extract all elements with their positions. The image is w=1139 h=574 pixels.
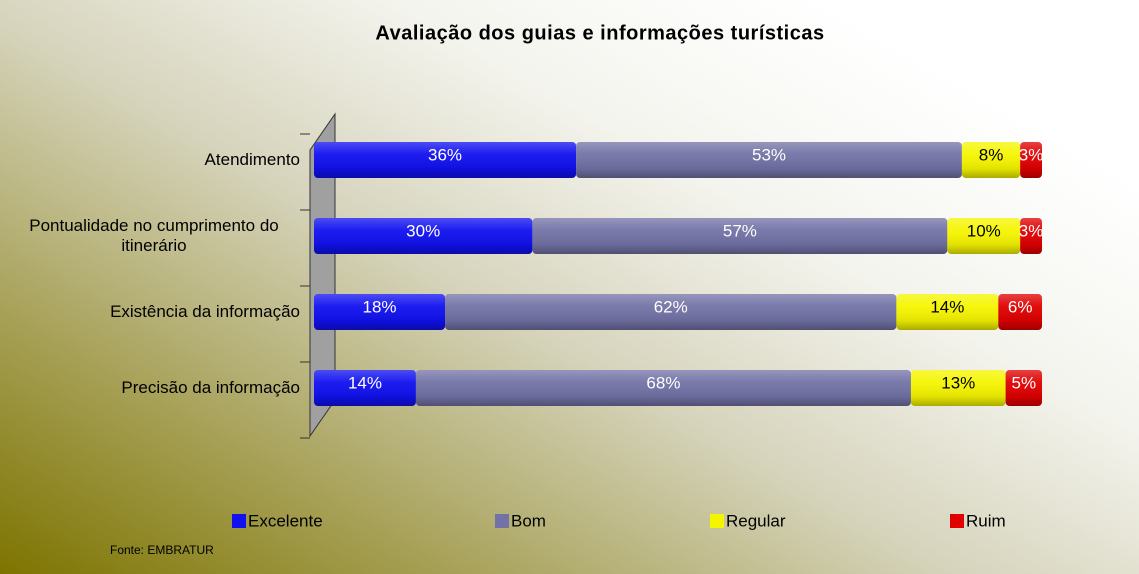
bar-shade — [314, 370, 416, 406]
value-label: 57% — [723, 221, 757, 240]
source-note: Fonte: EMBRATUR — [110, 543, 214, 557]
legend-swatch — [710, 514, 724, 528]
value-label: 3% — [1019, 145, 1044, 164]
bar-shade — [445, 294, 897, 330]
bar-shade — [947, 218, 1021, 254]
value-label: 30% — [406, 221, 440, 240]
legend-swatch — [950, 514, 964, 528]
bar-shade — [314, 218, 533, 254]
category-text: Existência da informação — [110, 302, 300, 321]
category-text: Atendimento — [204, 150, 300, 169]
bar-shade — [961, 142, 1021, 178]
value-label: 3% — [1019, 221, 1044, 240]
bar-shade — [896, 294, 999, 330]
bar-shade — [532, 218, 948, 254]
value-label: 13% — [941, 373, 975, 392]
value-label: 18% — [363, 297, 397, 316]
value-label: 62% — [654, 297, 688, 316]
value-label: 10% — [967, 221, 1001, 240]
legend-label: Bom — [511, 511, 546, 530]
bar-shade — [1020, 142, 1042, 178]
legend-label: Ruim — [966, 511, 1006, 530]
bar-shade — [576, 142, 962, 178]
category-label: Existência da informação — [0, 302, 300, 322]
value-label: 14% — [930, 297, 964, 316]
bar-shade — [998, 294, 1042, 330]
category-text: Pontualidade no cumprimento do itinerári… — [29, 216, 279, 255]
bar-shade — [1020, 218, 1042, 254]
category-text: Precisão da informação — [121, 378, 300, 397]
bar-shade — [910, 370, 1006, 406]
value-label: 68% — [646, 373, 680, 392]
value-label: 6% — [1008, 297, 1033, 316]
category-label: Precisão da informação — [0, 378, 300, 398]
value-label: 8% — [979, 145, 1004, 164]
bar-shade — [415, 370, 911, 406]
bar-shade — [314, 294, 446, 330]
legend-label: Regular — [726, 511, 786, 530]
value-label: 53% — [752, 145, 786, 164]
category-label: Atendimento — [0, 150, 300, 170]
bar-shade — [1005, 370, 1042, 406]
bar-shade — [314, 142, 577, 178]
value-label: 36% — [428, 145, 462, 164]
legend-swatch — [495, 514, 509, 528]
legend-swatch — [232, 514, 246, 528]
chart-title: Avaliação dos guias e informações turíst… — [375, 22, 824, 44]
value-label: 14% — [348, 373, 382, 392]
value-label: 5% — [1012, 373, 1037, 392]
category-label: Pontualidade no cumprimento do itinerári… — [0, 216, 300, 256]
legend-label: Excelente — [248, 511, 323, 530]
